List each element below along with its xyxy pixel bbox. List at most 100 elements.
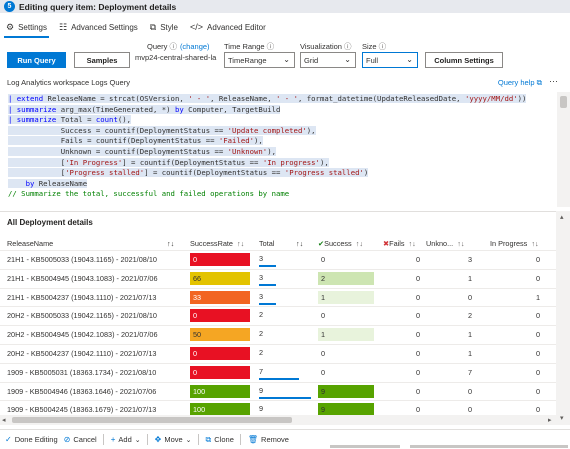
table-row[interactable]: 1909 - KB5004245 (18363.1679) - 2021/07/… <box>0 400 556 418</box>
run-query-button[interactable]: Run Query <box>7 52 66 68</box>
code-token: [ <box>8 157 66 167</box>
info-icon[interactable]: ⓘ <box>266 42 275 51</box>
visualization-label-text: Visualization <box>300 42 342 51</box>
tab-settings-label: Settings <box>18 22 47 32</box>
code-token: 'Progress stalled' <box>65 168 145 178</box>
info-icon[interactable]: ⓘ <box>343 42 352 51</box>
column-header-total[interactable]: Total <box>259 239 274 248</box>
code-token: ), <box>319 157 329 167</box>
move-label: Move <box>164 435 183 444</box>
scroll-up-icon[interactable]: ▴ <box>560 214 564 221</box>
code-token: Computer, TargetBuild <box>183 104 281 114</box>
info-icon[interactable]: ⓘ <box>378 42 387 51</box>
table-row[interactable]: 21H1 - KB5004945 (19043.1083) - 2021/07/… <box>0 268 556 287</box>
code-token: , format_datetime(UpdateReleasedDate, <box>297 94 465 103</box>
code-token: ), <box>267 147 276 156</box>
code-token <box>8 179 26 188</box>
column-header-label: In Progress <box>490 239 528 248</box>
column-header-fails[interactable]: ✖Fails ↑↓ <box>383 239 416 248</box>
editor-scrollbar-thumb[interactable] <box>560 96 567 108</box>
results-horizontal-scrollbar-thumb[interactable] <box>12 417 292 423</box>
code-token: ReleaseName <box>34 178 88 188</box>
tab-settings[interactable]: ⚙ Settings <box>0 16 53 38</box>
success-rate-cell: 0 <box>190 365 250 379</box>
move-icon: ✥ <box>154 435 162 444</box>
success-cell: 9 <box>318 403 374 417</box>
sort-icon[interactable]: ↑↓ <box>167 239 175 248</box>
done-editing-button[interactable]: ✓ Done Editing <box>5 435 58 444</box>
table-row[interactable]: 21H1 - KB5005033 (19043.1165) - 2021/08/… <box>0 250 556 268</box>
success-rate-cell: 50 <box>190 328 250 342</box>
plus-icon: + <box>110 435 116 444</box>
code-token: Success = countif(DeploymentStatus == <box>8 125 228 135</box>
in-progress-cell: 0 <box>535 330 540 340</box>
status-strip <box>330 445 400 448</box>
in-progress-cell: 1 <box>535 292 540 302</box>
time-range-dropdown[interactable]: TimeRange ⌄ <box>224 52 295 68</box>
column-header-successrate[interactable]: SuccessRate ↑↓ <box>190 239 244 248</box>
sort-icon[interactable]: ↑↓ <box>296 239 304 248</box>
visualization-dropdown[interactable]: Grid ⌄ <box>300 52 356 68</box>
clone-button[interactable]: ⧉ Clone <box>206 435 234 445</box>
tab-style[interactable]: ⧉ Style <box>144 16 184 38</box>
scroll-left-icon[interactable]: ◂ <box>2 417 6 424</box>
success-cell: 0 <box>321 367 326 377</box>
info-icon[interactable]: ⓘ <box>169 42 177 51</box>
code-line: | extend ReleaseName = strcat(OSVersion,… <box>8 94 527 104</box>
size-dropdown[interactable]: Full ⌄ <box>362 52 418 68</box>
code-token: 'Update completed' <box>227 125 307 135</box>
code-line: | summarize arg_max(TimeGenerated, *) by… <box>8 104 281 115</box>
checkmark-icon: ✓ <box>5 435 12 444</box>
editor-scrollbar[interactable] <box>557 92 570 207</box>
scroll-right-icon[interactable]: ▸ <box>548 417 552 424</box>
editor-header: Log Analytics workspace Logs Query Query… <box>0 76 570 88</box>
in-progress-cell: 0 <box>535 273 540 283</box>
code-token: count <box>95 115 118 125</box>
code-token: | extend <box>8 94 44 103</box>
column-header-label: Fails <box>389 239 405 248</box>
table-row[interactable]: 1909 - KB5004946 (18363.1646) - 2021/07/… <box>0 381 556 400</box>
toolbar-divider <box>102 434 104 445</box>
toolbar-divider <box>146 434 148 445</box>
table-row[interactable]: 20H2 - KB5004237 (19042.1110) - 2021/07/… <box>0 344 556 362</box>
column-header-releasename[interactable]: ReleaseName <box>7 239 53 248</box>
time-range-value: TimeRange <box>228 55 267 65</box>
total-bar <box>259 396 311 399</box>
table-row[interactable]: 20H2 - KB5005033 (19042.1165) - 2021/08/… <box>0 306 556 324</box>
query-change-link[interactable]: (change) <box>179 42 210 51</box>
move-button[interactable]: ✥ Move ⌄ <box>155 435 192 444</box>
query-editor[interactable]: | extend ReleaseName = strcat(OSVersion,… <box>0 92 555 207</box>
remove-button[interactable]: 🗑 Remove <box>248 435 289 444</box>
results-vertical-scrollbar[interactable]: ▴ ▾ <box>556 211 570 425</box>
in-progress-cell: 0 <box>535 255 540 264</box>
code-token: ' - ' <box>188 94 211 103</box>
success-cell: 9 <box>318 384 374 398</box>
scroll-down-icon[interactable]: ▾ <box>560 415 564 422</box>
release-name-cell: 1909 - KB5004946 (18363.1646) - 2021/07/… <box>7 386 157 396</box>
results-title: All Deployment details <box>7 218 93 227</box>
more-options-icon[interactable]: ··· <box>549 76 558 86</box>
table-row[interactable]: 20H2 - KB5004945 (19042.1083) - 2021/07/… <box>0 325 556 343</box>
tab-advanced-settings[interactable]: ☷ Advanced Settings <box>53 16 144 38</box>
success-cell: 2 <box>318 271 374 285</box>
cancel-button[interactable]: ⊘ Cancel <box>64 435 97 444</box>
add-button[interactable]: + Add ⌄ <box>111 435 141 444</box>
samples-button[interactable]: Samples <box>74 52 130 68</box>
query-help-link[interactable]: Query help ⧉ <box>498 78 542 88</box>
success-cell: 0 <box>321 311 326 321</box>
tab-advanced-editor[interactable]: </> Advanced Editor <box>184 16 272 38</box>
cancel-icon: ⊘ <box>63 435 71 444</box>
column-header-success[interactable]: ✔Success ↑↓ <box>318 239 363 248</box>
code-line: by ReleaseName <box>8 178 88 189</box>
toolbar-divider <box>197 434 199 445</box>
table-row[interactable]: 21H1 - KB5004237 (19043.1110) - 2021/07/… <box>0 287 556 306</box>
code-line: Unknown = countif(DeploymentStatus == 'U… <box>8 147 276 157</box>
column-header-unknown[interactable]: Unkno... ↑↓ <box>426 239 464 248</box>
column-settings-button[interactable]: Column Settings <box>425 52 503 68</box>
query-controls: Run Query Samples Query ⓘ (change) mvp24-c… <box>0 41 570 71</box>
query-workspace-value: mvp24-central-shared-la <box>135 53 217 62</box>
code-token: Unknown = countif(DeploymentStatus == <box>8 147 228 156</box>
table-row[interactable]: 1909 - KB5005031 (18363.1734) - 2021/08/… <box>0 362 556 381</box>
success-rate-cell: 0 <box>190 309 250 323</box>
column-header-in-progress[interactable]: In Progress ↑↓ <box>490 239 539 248</box>
